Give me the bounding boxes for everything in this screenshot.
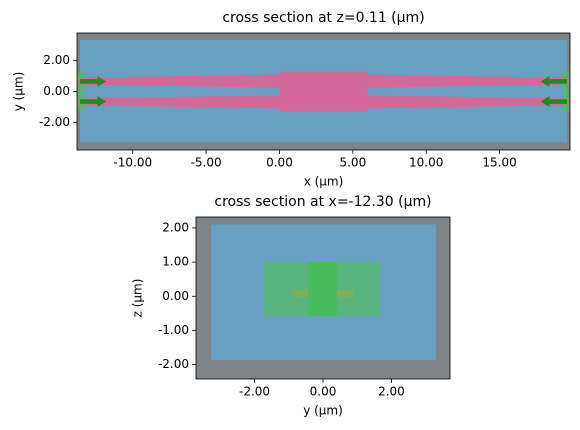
x-tick-label: -10.00 — [113, 156, 152, 170]
x-axis-label: x (µm) — [304, 175, 344, 189]
plot-area — [77, 33, 570, 150]
structure — [77, 74, 280, 88]
chart-title: cross section at z=0.11 (µm) — [222, 10, 424, 26]
x-tick-label: 15.00 — [482, 156, 516, 170]
y-tick-label: 2.00 — [43, 53, 70, 67]
y-tick-label: -2.00 — [158, 357, 189, 371]
x-axis-label: y (µm) — [303, 404, 343, 418]
structure — [540, 96, 568, 107]
structure — [367, 95, 570, 109]
structure — [367, 74, 570, 88]
x-tick-label: 10.00 — [409, 156, 443, 170]
structure — [540, 76, 568, 87]
y-tick-label: 2.00 — [162, 220, 189, 234]
axes: -10.00 -5.00 0.00 5.00 10.00 15.00 2.00 0.00 -2.… — [12, 10, 571, 189]
y-axis-label: z (µm) — [131, 279, 145, 318]
y-axis-label: y (µm) — [12, 72, 26, 112]
structure — [279, 71, 368, 112]
plot-area — [196, 217, 450, 379]
structure — [79, 76, 107, 87]
y-tick-label: 0.00 — [43, 84, 70, 98]
y-tick-label: -2.00 — [39, 115, 70, 129]
structure — [79, 96, 107, 107]
structure — [77, 95, 280, 109]
chart-title: cross section at x=-12.30 (µm) — [214, 194, 431, 210]
y-tick-label: -1.00 — [158, 323, 189, 337]
y-tick-label: 1.00 — [162, 255, 189, 269]
x-tick-label: 5.00 — [339, 156, 366, 170]
axes: -2.00 0.00 2.00 2.00 1.00 0.00 -1.00 -2.00 cross… — [131, 194, 451, 418]
x-tick-label: -5.00 — [191, 156, 222, 170]
x-tick-label: -2.00 — [239, 385, 270, 399]
x-tick-label: 0.00 — [310, 385, 337, 399]
y-tick-label: 0.00 — [162, 289, 189, 303]
x-tick-label: 2.00 — [378, 385, 405, 399]
structure — [77, 71, 85, 112]
structure — [307, 262, 338, 317]
x-tick-label: 0.00 — [266, 156, 293, 170]
structure — [562, 71, 570, 112]
